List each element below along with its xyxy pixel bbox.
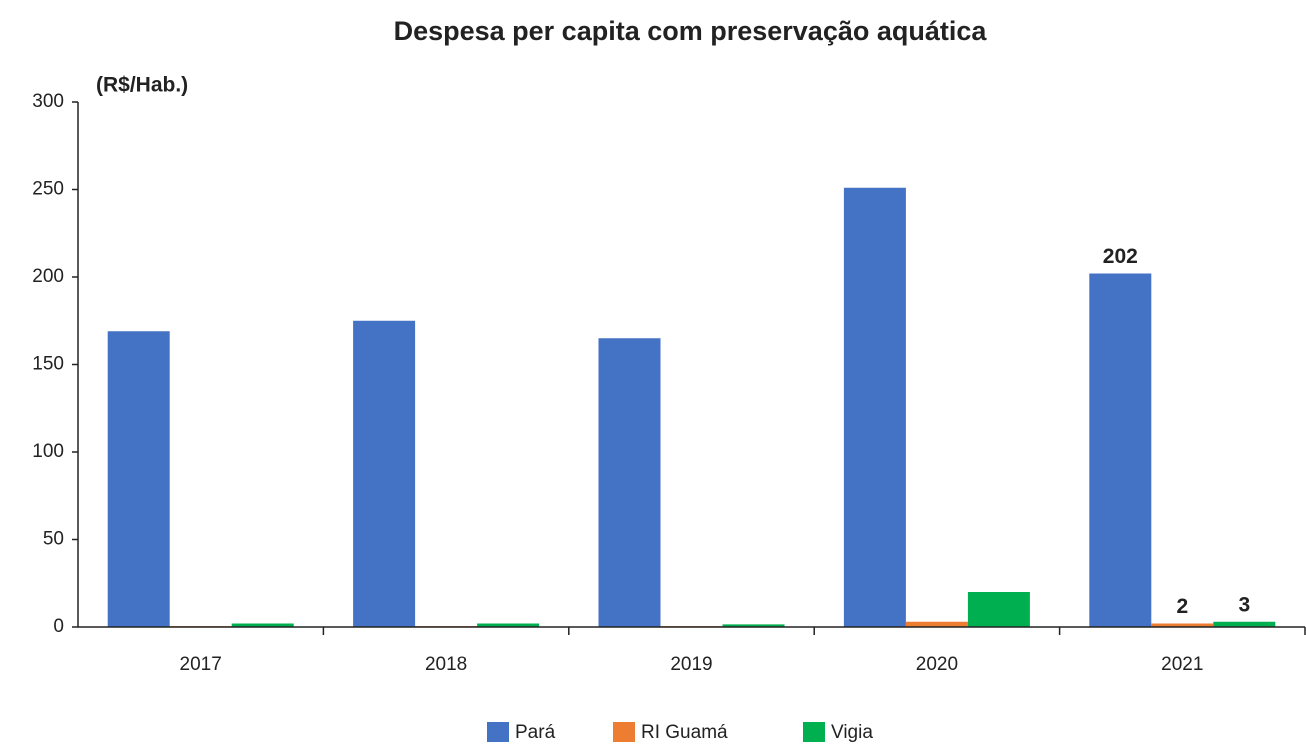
x-tick-label: 2018	[425, 654, 467, 675]
legend-label: Vigia	[831, 722, 873, 743]
bar	[843, 187, 906, 627]
legend-label: Pará	[515, 722, 556, 743]
bar	[598, 338, 661, 627]
bar	[1151, 623, 1214, 627]
data-label: 2	[1176, 595, 1188, 618]
legend-swatch	[613, 722, 635, 742]
legend-swatch	[487, 722, 509, 742]
bar	[353, 320, 416, 627]
bar	[967, 592, 1030, 627]
legend-swatch	[803, 722, 825, 742]
x-tick-label: 2017	[180, 654, 222, 675]
x-tick-label: 2019	[670, 654, 712, 675]
bar	[722, 624, 785, 627]
bar	[1213, 621, 1276, 627]
bar	[231, 623, 294, 627]
data-label: 202	[1103, 245, 1138, 268]
legend-label: RI Guamá	[641, 722, 728, 743]
bar	[477, 623, 540, 627]
bar	[107, 331, 170, 627]
bar	[1089, 273, 1152, 627]
y-tick-label: 100	[32, 441, 64, 462]
chart-title: Despesa per capita com preservação aquát…	[394, 16, 988, 46]
y-tick-label: 250	[32, 179, 64, 200]
data-label: 3	[1238, 593, 1250, 616]
y-tick-label: 200	[32, 266, 64, 287]
x-tick-label: 2021	[1161, 654, 1203, 675]
y-tick-label: 50	[43, 529, 64, 550]
x-tick-label: 2020	[916, 654, 958, 675]
y-tick-label: 150	[32, 354, 64, 375]
y-axis-label: (R$/Hab.)	[96, 74, 188, 97]
y-tick-label: 300	[32, 91, 64, 112]
bar	[905, 621, 968, 627]
y-tick-label: 0	[53, 616, 64, 637]
